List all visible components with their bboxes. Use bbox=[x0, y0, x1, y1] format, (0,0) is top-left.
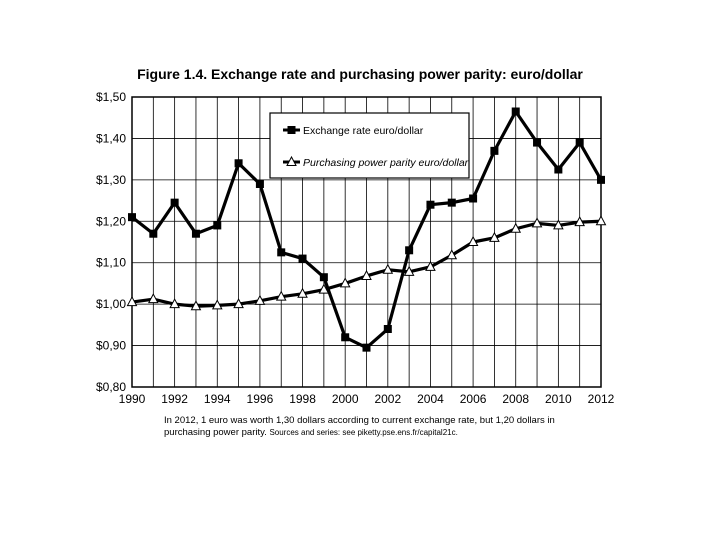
x-tick-label: 1992 bbox=[161, 392, 188, 406]
data-point-ppp bbox=[510, 222, 522, 233]
data-point-exchange-rate bbox=[149, 229, 158, 238]
plot-frame bbox=[131, 96, 602, 388]
x-tick-label: 1990 bbox=[119, 392, 146, 406]
data-point-ppp bbox=[489, 231, 500, 242]
data-point-exchange-rate bbox=[319, 273, 328, 282]
x-tick-label: 1998 bbox=[289, 392, 316, 406]
data-point-ppp bbox=[425, 260, 436, 271]
data-point-ppp bbox=[382, 263, 394, 274]
data-point-exchange-rate bbox=[191, 229, 200, 238]
data-point-exchange-rate bbox=[341, 333, 350, 342]
data-point-exchange-rate bbox=[234, 159, 243, 168]
data-point-exchange-rate bbox=[405, 246, 414, 255]
data-point-exchange-rate bbox=[469, 194, 478, 203]
legend-label: Purchasing power parity euro/dollar bbox=[303, 157, 469, 169]
data-point-ppp bbox=[190, 300, 202, 311]
y-tick-label: $1,20 bbox=[96, 214, 126, 228]
data-point-exchange-rate bbox=[426, 200, 435, 209]
y-tick-label: $0,80 bbox=[96, 380, 126, 394]
caption: In 2012, 1 euro was worth 1,30 dollars a… bbox=[164, 415, 594, 439]
data-point-exchange-rate bbox=[575, 138, 584, 147]
y-axis-ticks: $0,80 $0,90 $1,00 $1,10 $1,20 $1,30 $1,40 $1,50 bbox=[96, 90, 126, 394]
legend-label: Exchange rate euro/dollar bbox=[303, 125, 424, 137]
data-point-exchange-rate bbox=[277, 248, 286, 257]
x-tick-label: 2012 bbox=[588, 392, 615, 406]
x-tick-label: 2010 bbox=[545, 392, 572, 406]
data-point-exchange-rate bbox=[533, 138, 542, 147]
x-tick-label: 2002 bbox=[374, 392, 401, 406]
y-tick-label: $0,90 bbox=[96, 339, 126, 353]
caption-text: In 2012, 1 euro was worth 1,30 dollars a… bbox=[164, 415, 555, 438]
x-tick-label: 2008 bbox=[502, 392, 529, 406]
y-tick-label: $1,10 bbox=[96, 256, 126, 270]
x-tick-label: 2000 bbox=[332, 392, 359, 406]
y-tick-label: $1,40 bbox=[96, 131, 126, 145]
data-point-exchange-rate bbox=[362, 343, 371, 352]
caption-sources: Sources and series: see piketty.pse.ens.… bbox=[269, 428, 458, 437]
data-point-ppp bbox=[254, 294, 266, 305]
data-point-exchange-rate bbox=[255, 180, 264, 188]
data-point-exchange-rate bbox=[128, 213, 136, 222]
legend-swatch-marker bbox=[286, 155, 297, 166]
data-point-ppp bbox=[297, 287, 308, 298]
data-point-exchange-rate bbox=[383, 325, 392, 333]
x-tick-label: 2004 bbox=[417, 392, 444, 406]
y-tick-label: $1,30 bbox=[96, 173, 126, 187]
data-point-ppp bbox=[126, 296, 138, 307]
chart-title: Figure 1.4. Exchange rate and purchasing… bbox=[137, 66, 583, 82]
data-point-exchange-rate bbox=[298, 254, 307, 263]
data-point-ppp bbox=[403, 265, 415, 276]
data-point-exchange-rate bbox=[170, 198, 179, 207]
data-point-ppp bbox=[211, 299, 223, 310]
x-tick-label: 1994 bbox=[204, 392, 231, 406]
data-point-exchange-rate bbox=[490, 146, 499, 155]
data-point-ppp bbox=[169, 298, 180, 309]
y-tick-label: $1,00 bbox=[96, 297, 126, 311]
data-point-ppp bbox=[531, 217, 543, 228]
legend-swatch-marker bbox=[287, 126, 296, 134]
legend-box bbox=[269, 112, 470, 179]
x-tick-label: 2006 bbox=[460, 392, 487, 406]
data-point-ppp bbox=[275, 290, 287, 301]
data-point-exchange-rate bbox=[597, 175, 605, 184]
data-point-exchange-rate bbox=[213, 221, 222, 230]
data-point-exchange-rate bbox=[554, 165, 563, 174]
data-point-ppp bbox=[595, 215, 607, 226]
x-axis-ticks: 1990 1992 1994 1996 1998 2000 2002 2004 2006 2008… bbox=[119, 392, 615, 406]
data-point-ppp bbox=[574, 216, 586, 227]
data-point-ppp bbox=[339, 277, 351, 288]
data-point-exchange-rate bbox=[511, 107, 520, 116]
data-point-ppp bbox=[318, 283, 330, 294]
data-point-ppp bbox=[233, 298, 244, 309]
data-point-ppp bbox=[446, 249, 458, 260]
data-point-ppp bbox=[147, 293, 159, 304]
data-point-ppp bbox=[467, 235, 479, 246]
y-tick-label: $1,50 bbox=[96, 90, 126, 104]
data-point-exchange-rate bbox=[447, 198, 456, 207]
series-group bbox=[126, 107, 607, 352]
data-point-ppp bbox=[361, 269, 372, 280]
data-point-ppp bbox=[553, 219, 564, 230]
legend: Exchange rate euro/dollar Purchasing powe… bbox=[269, 112, 470, 179]
x-tick-label: 1996 bbox=[247, 392, 274, 406]
